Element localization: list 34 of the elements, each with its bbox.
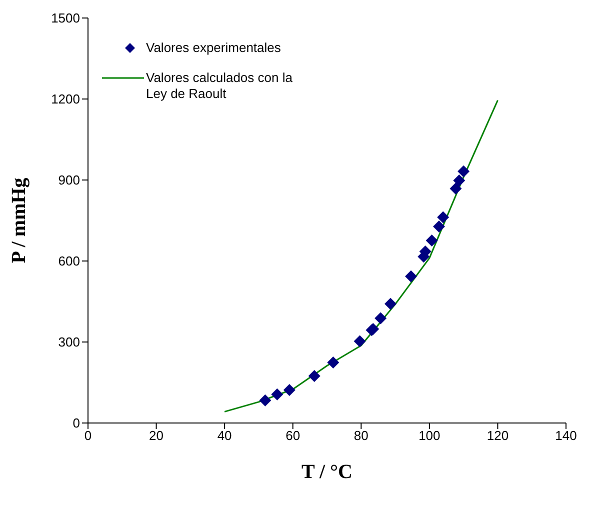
- point: [404, 270, 417, 282]
- y-tick-label: 1200: [51, 92, 80, 107]
- x-tick-label: 40: [217, 428, 232, 444]
- point: [327, 356, 340, 369]
- y-tick-label: 0: [72, 416, 80, 431]
- point: [437, 211, 450, 224]
- x-tick-label: 20: [149, 428, 164, 444]
- legend-label: Valores calculados con la Ley de Raoult: [146, 70, 294, 102]
- x-tick-label: 80: [354, 428, 368, 444]
- point: [384, 298, 397, 310]
- y-tick-label: 600: [58, 254, 80, 269]
- y-axis-title: P / mmHg: [8, 178, 30, 264]
- point: [453, 174, 466, 187]
- x-tick-label: 60: [286, 428, 300, 444]
- point: [450, 182, 462, 195]
- point: [374, 312, 387, 324]
- y-tick-label: 900: [58, 172, 80, 188]
- point: [426, 234, 438, 246]
- y-tick-label: 300: [58, 334, 80, 350]
- x-tick-label: 120: [486, 428, 509, 444]
- point: [354, 335, 366, 348]
- point: [308, 370, 320, 382]
- point: [271, 388, 284, 400]
- x-tick-label: 140: [555, 428, 577, 444]
- point: [458, 165, 470, 178]
- point: [259, 394, 272, 406]
- legend-label: Valores experimentales: [146, 40, 282, 56]
- y-tick-label: 1500: [51, 10, 80, 26]
- point: [432, 220, 445, 232]
- x-tick-label: 100: [418, 428, 440, 444]
- line-series: [224, 100, 498, 412]
- point: [283, 384, 296, 396]
- x-axis-title: T / °C: [302, 461, 352, 483]
- x-tick-label: 0: [84, 428, 92, 444]
